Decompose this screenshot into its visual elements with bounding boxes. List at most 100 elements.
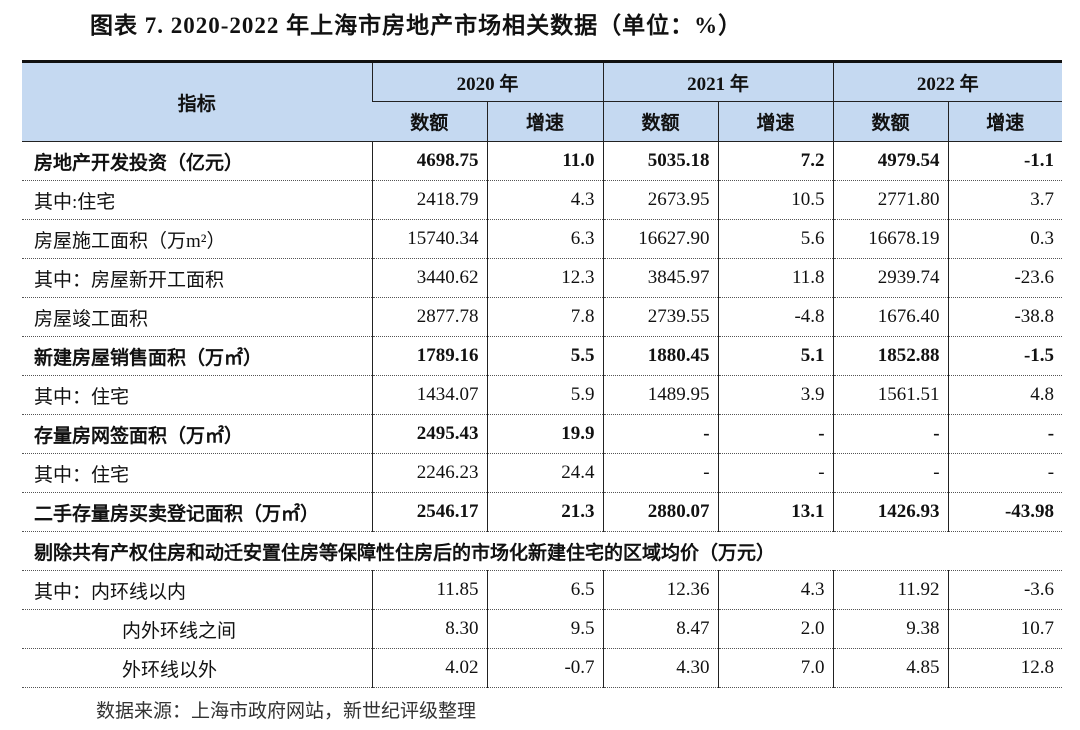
amount-cell: 8.47 xyxy=(602,609,719,649)
amount-cell: 16627.90 xyxy=(602,219,719,259)
growth-cell: -3.6 xyxy=(947,570,1063,610)
amount-cell: 4698.75 xyxy=(371,141,487,181)
row-label: 其中：住宅 xyxy=(22,453,372,493)
growth-cell: 24.4 xyxy=(486,453,604,493)
growth-cell: 6.3 xyxy=(486,219,604,259)
amount-cell: 11.92 xyxy=(832,570,949,610)
row-label: 房地产开发投资（亿元） xyxy=(22,141,372,181)
amount-cell: 2771.80 xyxy=(832,180,949,220)
header-amount: 数额 xyxy=(602,101,719,142)
amount-cell: 2880.07 xyxy=(602,492,719,532)
growth-cell: -1.1 xyxy=(947,141,1063,181)
growth-cell: - xyxy=(717,453,834,493)
amount-cell: 2495.43 xyxy=(371,414,487,454)
row-label: 其中：内环线以内 xyxy=(22,570,372,610)
growth-cell: -38.8 xyxy=(947,297,1063,337)
growth-cell: - xyxy=(947,414,1063,454)
figure-title: 图表 7. 2020-2022 年上海市房地产市场相关数据（单位：%） xyxy=(90,13,743,38)
header-year: 2021 年 xyxy=(602,60,834,102)
growth-cell: 5.1 xyxy=(717,336,834,376)
table-row: 其中:住宅 2418.79 4.3 2673.95 10.5 2771.80 3.7 xyxy=(22,180,1063,220)
row-label: 其中：住宅 xyxy=(22,375,372,415)
growth-cell: -23.6 xyxy=(947,258,1063,298)
growth-cell: 3.7 xyxy=(947,180,1063,220)
amount-cell: 1676.40 xyxy=(832,297,949,337)
growth-cell: 21.3 xyxy=(486,492,604,532)
amount-cell: - xyxy=(832,414,949,454)
table-row: 房屋竣工面积 2877.78 7.8 2739.55 -4.8 1676.40 -38.8 xyxy=(22,297,1063,337)
amount-cell: 4.85 xyxy=(832,648,949,688)
growth-cell: 4.3 xyxy=(486,180,604,220)
header-growth: 增速 xyxy=(486,101,604,142)
amount-cell: 3440.62 xyxy=(371,258,487,298)
table-row: 其中：住宅 1434.07 5.9 1489.95 3.9 1561.51 4.8 xyxy=(22,375,1063,415)
growth-cell: 10.7 xyxy=(947,609,1063,649)
amount-cell: 4.30 xyxy=(602,648,719,688)
data-table: 指标 2020 年 2021 年 2022 年 数额 增速 数额 增速 数额 增速 房… xyxy=(22,60,1063,688)
amount-cell: 1880.45 xyxy=(602,336,719,376)
growth-cell: 9.5 xyxy=(486,609,604,649)
header-amount: 数额 xyxy=(372,101,487,142)
growth-cell: 5.9 xyxy=(486,375,604,415)
amount-cell: 2546.17 xyxy=(371,492,487,532)
table-row: 二手存量房买卖登记面积（万㎡） 2546.17 21.3 2880.07 13.1 142… xyxy=(22,492,1063,532)
amount-cell: - xyxy=(602,414,719,454)
source-note: 数据来源：上海市政府网站，新世纪评级整理 xyxy=(96,701,477,722)
amount-cell: 3845.97 xyxy=(602,258,719,298)
table-row: 其中：住宅 2246.23 24.4- - - - xyxy=(22,453,1063,493)
header-amount: 数额 xyxy=(832,101,949,142)
growth-cell: 3.9 xyxy=(717,375,834,415)
growth-cell: 12.3 xyxy=(486,258,604,298)
growth-cell: 19.9 xyxy=(486,414,604,454)
amount-cell: 16678.19 xyxy=(832,219,949,259)
amount-cell: 1561.51 xyxy=(832,375,949,415)
amount-cell: - xyxy=(602,453,719,493)
amount-cell: 2418.79 xyxy=(371,180,487,220)
growth-cell: - xyxy=(947,453,1063,493)
amount-cell: 1852.88 xyxy=(832,336,949,376)
row-label: 房屋施工面积（万m²） xyxy=(22,219,372,259)
row-label: 外环线以外 xyxy=(22,648,372,688)
growth-cell: 0.3 xyxy=(947,219,1063,259)
row-label: 内外环线之间 xyxy=(22,609,372,649)
amount-cell: 12.36 xyxy=(602,570,719,610)
growth-cell: -43.98 xyxy=(947,492,1063,532)
table-row: 新建房屋销售面积（万㎡） 1789.16 5.5 1880.45 5.1 1852.88-… xyxy=(22,336,1063,376)
amount-cell: 2877.78 xyxy=(371,297,487,337)
amount-cell: 1426.93 xyxy=(832,492,949,532)
amount-cell: 2246.23 xyxy=(371,453,487,493)
row-label: 房屋竣工面积 xyxy=(22,297,372,337)
row-label: 存量房网签面积（万㎡） xyxy=(22,414,372,454)
table-row: 房屋施工面积（万m²） 15740.34 6.3 16627.90 5.6 16678.1… xyxy=(22,219,1063,259)
growth-cell: 11.8 xyxy=(717,258,834,298)
table-row: 外环线以外 4.02 -0.7 4.30 7.0 4.85 12.8 xyxy=(22,648,1063,688)
growth-cell: -1.5 xyxy=(947,336,1063,376)
amount-cell: 2739.55 xyxy=(602,297,719,337)
growth-cell: -4.8 xyxy=(717,297,834,337)
amount-cell: 11.85 xyxy=(371,570,487,610)
growth-cell: 5.6 xyxy=(717,219,834,259)
growth-cell: 2.0 xyxy=(717,609,834,649)
growth-cell: - xyxy=(717,414,834,454)
table-row: 房地产开发投资（亿元） 4698.75 11.0 5035.18 7.2 4979.54-… xyxy=(22,141,1063,181)
amount-cell: 2673.95 xyxy=(602,180,719,220)
growth-cell: 13.1 xyxy=(717,492,834,532)
table-row: 其中：内环线以内 11.85 6.5 12.36 4.3 11.92 -3.6 xyxy=(22,570,1063,610)
row-label: 其中：房屋新开工面积 xyxy=(22,258,372,298)
amount-cell: 9.38 xyxy=(832,609,949,649)
amount-cell: 1489.95 xyxy=(602,375,719,415)
growth-cell: 5.5 xyxy=(486,336,604,376)
growth-cell: 12.8 xyxy=(947,648,1063,688)
header-growth: 增速 xyxy=(717,101,834,142)
row-label: 新建房屋销售面积（万㎡） xyxy=(22,336,372,376)
amount-cell: 1434.07 xyxy=(371,375,487,415)
header-indicator: 指标 xyxy=(22,60,372,142)
amount-cell: 1789.16 xyxy=(371,336,487,376)
amount-cell: - xyxy=(832,453,949,493)
amount-cell: 5035.18 xyxy=(602,141,719,181)
growth-cell: 6.5 xyxy=(486,570,604,610)
section-label: 剔除共有产权住房和动迁安置住房等保障性住房后的市场化新建住宅的区域均价（万元） xyxy=(22,531,1063,571)
table-row: 存量房网签面积（万㎡） 2495.43 19.9- - - - xyxy=(22,414,1063,454)
growth-cell: 4.8 xyxy=(947,375,1063,415)
amount-cell: 4979.54 xyxy=(832,141,949,181)
